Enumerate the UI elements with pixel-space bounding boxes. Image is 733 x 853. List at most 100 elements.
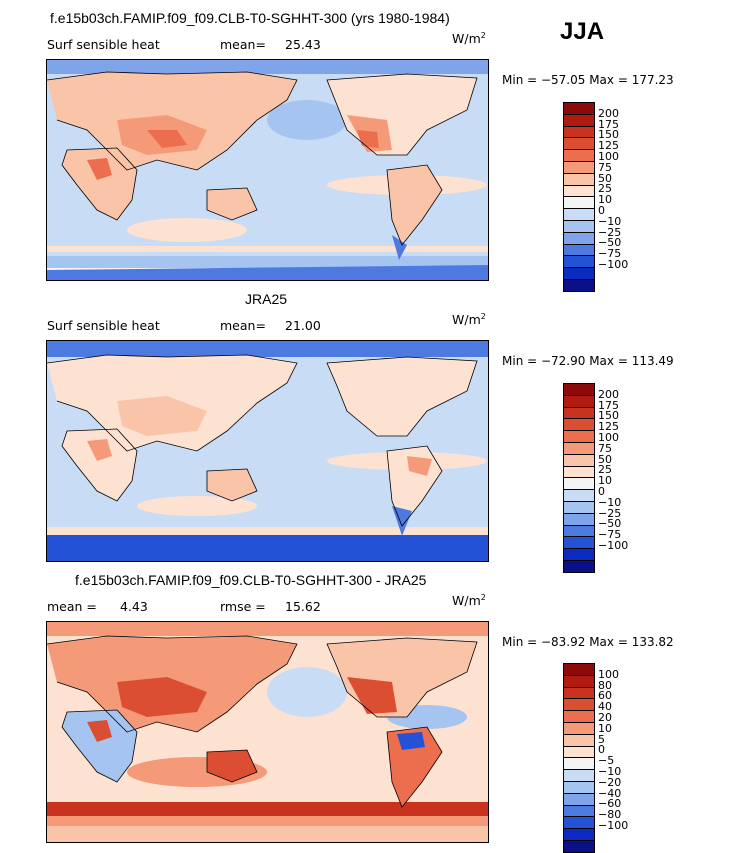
colorbar-swatch — [564, 501, 594, 514]
colorbar-swatch — [564, 829, 594, 841]
colorbar-tick-label: 75 — [598, 441, 612, 455]
panel2-minmax: Min = −72.90 Max = 113.49 — [502, 354, 674, 368]
colorbar-swatch — [564, 490, 594, 502]
panel1-title: f.e15b03ch.FAMIP.f09_f09.CLB-T0-SGHHT-30… — [50, 10, 450, 26]
panel1-stat-value: 25.43 — [285, 37, 321, 52]
colorbar-tick-label: −75 — [598, 528, 622, 542]
colorbar-swatch — [564, 770, 594, 782]
colorbar-tick-label: 10 — [598, 193, 612, 207]
colorbar-swatch — [564, 722, 594, 735]
colorbar-tick-label: 80 — [598, 678, 612, 692]
colorbar-stack — [563, 102, 595, 292]
colorbar-swatch — [564, 384, 594, 396]
colorbar-tick-label: 175 — [598, 398, 619, 412]
colorbar-swatch — [564, 817, 594, 830]
panel2-stat-label: mean= — [220, 318, 266, 333]
colorbar-tick-label: −25 — [598, 506, 622, 520]
colorbar-tick-label: −100 — [598, 819, 629, 832]
colorbar-tick-label: 150 — [598, 128, 619, 142]
colorbar-swatch — [564, 734, 594, 747]
colorbar-swatch — [564, 466, 594, 479]
panel3-map-field — [47, 622, 488, 842]
colorbar-swatch — [564, 431, 594, 443]
colorbar-swatch — [564, 675, 594, 688]
colorbar-swatch — [564, 244, 594, 257]
colorbar-tick-label: −80 — [598, 808, 622, 822]
colorbar-tick-label: 50 — [598, 171, 612, 185]
colorbar-tick-label: −10 — [598, 214, 622, 228]
colorbar-tick-label: 200 — [598, 106, 619, 120]
colorbar-swatch — [564, 150, 594, 162]
colorbar-swatch — [564, 173, 594, 186]
panel2-map — [46, 340, 489, 562]
colorbar-swatch — [564, 525, 594, 538]
colorbar-swatch — [564, 419, 594, 432]
colorbar-tick-label: 50 — [598, 452, 612, 466]
colorbar-swatch — [564, 549, 594, 561]
colorbar-tick-label: 75 — [598, 160, 612, 174]
colorbar-swatch — [564, 103, 594, 115]
colorbar-tick-label: 10 — [598, 721, 612, 735]
colorbar-swatch — [564, 746, 594, 759]
colorbar-tick-label: −75 — [598, 247, 622, 261]
panel3-mean-label: mean = — [47, 599, 97, 614]
colorbar-tick-label: 0 — [598, 485, 605, 498]
panel3-title: f.e15b03ch.FAMIP.f09_f09.CLB-T0-SGHHT-30… — [75, 572, 427, 588]
colorbar-swatch — [564, 161, 594, 174]
colorbar-swatch — [564, 454, 594, 467]
colorbar-tick-label: 60 — [598, 689, 612, 703]
colorbar-swatch — [564, 185, 594, 198]
colorbar-tick-label: 5 — [598, 732, 605, 746]
colorbar-tick-label: −100 — [598, 258, 629, 271]
colorbar-swatch — [564, 126, 594, 139]
colorbar-tick-label: 10 — [598, 474, 612, 488]
colorbar-tick-label: 125 — [598, 139, 619, 153]
colorbar-swatch — [564, 711, 594, 723]
colorbar-swatch — [564, 279, 594, 291]
colorbar-tick-label: 150 — [598, 409, 619, 423]
colorbar-swatch — [564, 114, 594, 127]
colorbar-tick-label: 25 — [598, 463, 612, 477]
colorbar-tick-label: −100 — [598, 539, 629, 552]
colorbar-swatch — [564, 442, 594, 455]
panel3-rmse-value: 15.62 — [285, 599, 321, 614]
colorbar-swatch — [564, 840, 594, 852]
colorbar-tick-label: −10 — [598, 765, 622, 778]
panel2-units: W/m2 — [452, 312, 486, 328]
panel1-units: W/m2 — [452, 31, 486, 47]
colorbar-swatch — [564, 664, 594, 676]
colorbar-tick-label: 100 — [598, 150, 619, 163]
colorbar-tick-label: −10 — [598, 495, 622, 509]
panel2-map-field — [47, 341, 488, 561]
colorbar-swatch — [564, 209, 594, 221]
panel3-minmax: Min = −83.92 Max = 133.82 — [502, 635, 674, 649]
colorbar-tick-label: 0 — [598, 743, 605, 757]
colorbar-tick-label: 200 — [598, 387, 619, 401]
colorbar-swatch — [564, 699, 594, 712]
panel1-variable-label: Surf sensible heat — [47, 37, 160, 52]
colorbar-tick-label: 125 — [598, 420, 619, 434]
colorbar-tick-label: 100 — [598, 667, 619, 681]
colorbar-tick-label: 0 — [598, 204, 605, 217]
panel2-variable-label: Surf sensible heat — [47, 318, 160, 333]
panel1-stat-label: mean= — [220, 37, 266, 52]
panel3-mean-value: 4.43 — [120, 599, 148, 614]
colorbar-stack — [563, 383, 595, 573]
colorbar-swatch — [564, 478, 594, 491]
colorbar-swatch — [564, 513, 594, 526]
colorbar-tick-label: 40 — [598, 700, 612, 714]
colorbar-swatch — [564, 256, 594, 269]
colorbar-swatch — [564, 560, 594, 572]
colorbar-swatch — [564, 268, 594, 280]
colorbar-swatch — [564, 793, 594, 806]
colorbar-swatch — [564, 781, 594, 794]
colorbar-tick-label: 25 — [598, 182, 612, 196]
colorbar-swatch — [564, 197, 594, 210]
panel3-map — [46, 621, 489, 843]
colorbar-tick-label: −5 — [598, 754, 615, 768]
colorbar-swatch — [564, 687, 594, 700]
panel1-map — [46, 59, 489, 281]
colorbar-tick-label: −50 — [598, 236, 622, 250]
colorbar-tick-label: 175 — [598, 117, 619, 131]
panel2-stat-value: 21.00 — [285, 318, 321, 333]
